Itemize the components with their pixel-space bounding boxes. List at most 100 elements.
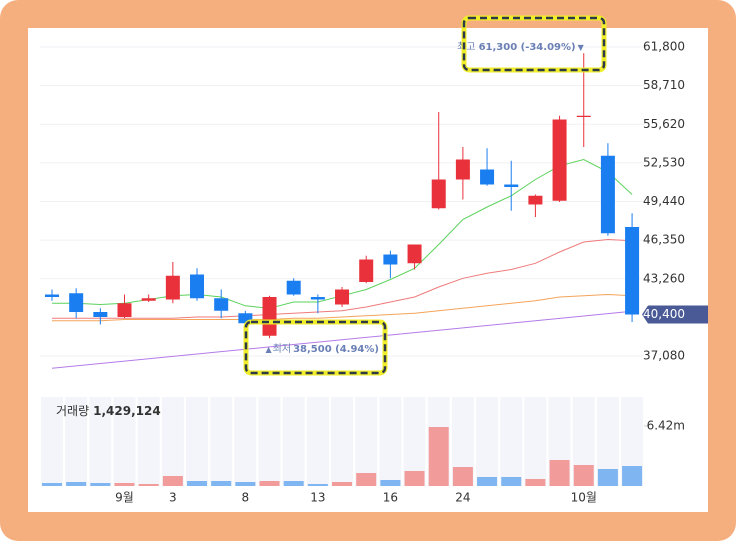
candle-body [455,159,470,180]
candle-body [262,297,277,336]
volume-bar [211,481,232,486]
candle-body [214,298,229,311]
volume-column-bg [596,397,619,486]
volume-bar [162,476,183,486]
moving-average-line [52,293,633,322]
volume-bar [90,483,111,486]
moving-average-line [51,310,633,369]
volume-column-bg [621,397,644,486]
candle-body [359,259,374,282]
highlight-box-dash [244,320,387,375]
volume-column-bg [137,397,160,486]
x-tick-label: 16 [383,491,398,505]
volume-bar [235,482,256,486]
chart-layer: 61,800 58,710 55,620 52,530 49,440 46,350 43,2… [40,15,708,505]
volume-column-bg [234,397,257,486]
x-tick-label: 24 [455,491,470,505]
high-value: 61,300 (-34.09%) [479,42,576,53]
volume-bar [404,471,425,486]
volume-bar [187,481,208,486]
candle-body [625,227,640,315]
y-tick-label: 52,530 [643,155,685,169]
candle-body [431,179,446,209]
low-marker: ▲ [266,345,273,354]
volume-column-bg [524,397,547,486]
volume-column-bg [500,397,523,486]
volume-column-bg [186,397,209,486]
volume-column-bg [89,397,112,486]
volume-bar [66,482,87,486]
volume-column-bg [476,397,499,486]
volume-bar [332,482,353,486]
candle-body [407,244,422,264]
volume-bar [525,479,546,486]
y-tick-label: 55,620 [643,117,685,131]
x-tick-label: 8 [242,491,250,505]
volume-bar [356,473,377,486]
volume-column-bg [113,397,136,486]
volume-column-bg [379,397,402,486]
low-annotation: ▲최저 38,500 (4.94%) [266,343,379,355]
volume-column-bg [355,397,378,486]
volume-bar [622,466,643,486]
x-tick-label: 13 [310,491,325,505]
moving-average-line [52,238,633,319]
volume-column-bg [331,397,354,486]
volume-value: 1,429,124 [93,404,161,418]
volume-column-bg [572,397,595,486]
y-tick-label: 49,440 [643,194,685,208]
volume-bar [428,427,449,486]
volume-bar [549,460,570,486]
volume-readout: 거래량 1,429,124 [56,404,161,418]
last-price-tag [642,305,708,324]
candle-body [45,294,59,297]
candle-body [480,169,495,185]
highlight-box-dash [462,16,606,72]
volume-column-bg [403,397,426,486]
y-tick-label: 61,800 [643,40,685,54]
volume-bar [477,477,498,486]
volume-bar [573,465,594,486]
candle-body [165,275,180,300]
candle-body [117,303,132,317]
volume-column-bg [161,397,184,486]
x-tick-label: 9월 [115,491,134,505]
candle-body [528,195,543,205]
volume-bar [501,477,522,486]
candle-body [310,297,325,300]
volume-label: 거래량 [56,404,89,418]
volume-bar [42,483,62,486]
candle-body [600,155,615,234]
volume-column-bg [210,397,233,486]
candle-body [552,119,567,201]
candle-body [504,184,519,187]
candle-body [69,293,84,312]
candle-body [286,280,301,295]
volume-bar [380,480,401,486]
low-label: 최저 [273,343,291,355]
volume-bar [259,481,280,486]
volume-bar [114,483,135,486]
low-value: 38,500 (4.94%) [293,344,379,355]
x-tick-label: 10월 [571,491,597,505]
volume-bar [307,484,328,486]
candle-body [383,254,398,265]
candle-body [576,115,591,117]
candle-body [335,289,350,305]
volume-column-bg [65,397,88,486]
candle-body [93,312,108,317]
volume-bar [452,467,473,486]
candle-body [141,298,156,301]
volume-column-bg [306,397,329,486]
y-tick-label: 37,080 [643,349,685,363]
volume-bar [597,469,618,486]
high-marker: ▼ [578,43,585,52]
candle-body [190,274,205,299]
candle-body [238,313,253,324]
volume-column-bg [282,397,305,486]
volume-column-bg [41,397,63,486]
y-tick-label: 58,710 [643,78,685,92]
y-tick-label: 43,260 [643,271,685,285]
volume-column-bg [258,397,281,486]
